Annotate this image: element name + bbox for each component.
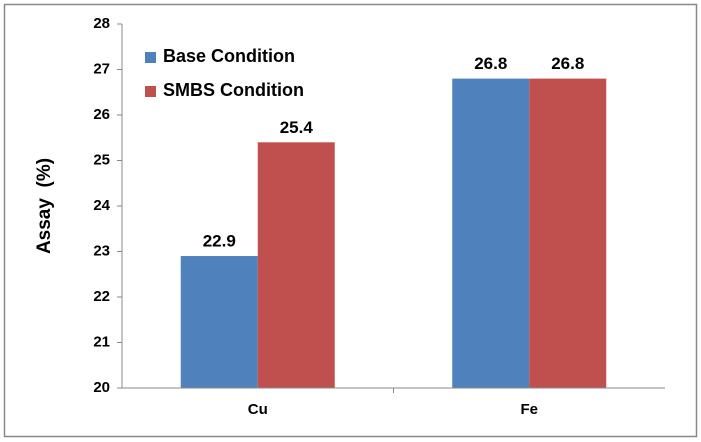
y-axis-label: Assay (%) [34,158,55,254]
value-label: 22.9 [203,232,236,251]
y-tick-label: 28 [93,15,110,32]
value-label: 26.8 [474,54,507,73]
x-tick-label: Cu [248,401,268,418]
value-label: 26.8 [551,54,584,73]
y-tick-label: 22 [93,288,110,305]
x-tick-label: Fe [520,401,538,418]
y-tick-label: 24 [93,197,110,214]
y-tick-label: 27 [93,60,110,77]
y-tick-label: 21 [93,333,110,350]
y-tick-label: 25 [93,151,110,168]
bar [180,256,258,388]
bar [529,78,607,388]
y-tick-label: 20 [93,379,110,396]
legend-swatch [145,86,156,97]
legend-label: Base Condition [163,46,295,66]
bar [452,78,530,388]
bar [257,142,335,388]
legend-label: SMBS Condition [163,80,304,100]
y-tick-label: 26 [93,106,110,123]
legend-swatch [145,52,156,63]
y-tick-label: 23 [93,242,110,259]
value-label: 25.4 [280,118,314,137]
